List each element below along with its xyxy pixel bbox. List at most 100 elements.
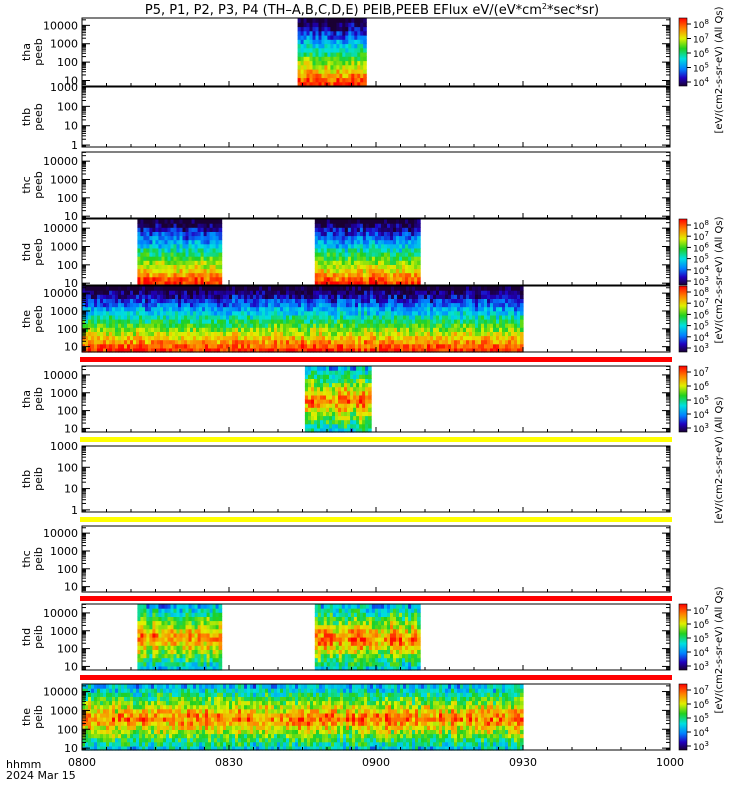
heatmap-cell xyxy=(340,335,344,341)
heatmap-cell xyxy=(362,378,366,384)
heatmap-cell xyxy=(333,30,337,36)
heatmap-cell xyxy=(409,339,413,345)
y-axis-label-product: peib xyxy=(32,387,45,411)
heatmap-cell xyxy=(112,298,116,304)
heatmap-cell xyxy=(396,268,400,274)
heatmap-cell xyxy=(194,219,199,224)
heatmap-cell xyxy=(352,298,356,304)
heatmap-cell xyxy=(408,235,412,241)
heatmap-cell xyxy=(418,302,422,308)
heatmap-cell xyxy=(271,323,275,328)
heatmap-cell xyxy=(130,306,134,312)
heatmap-cell xyxy=(333,26,337,32)
heatmap-cell xyxy=(262,294,266,299)
heatmap-cell xyxy=(454,319,458,324)
heatmap-cell xyxy=(368,423,372,429)
heatmap-cell xyxy=(182,252,187,257)
heatmap-cell xyxy=(148,347,152,353)
heatmap-cell xyxy=(130,331,134,337)
heatmap-cell xyxy=(364,302,368,308)
y-tick-label: 10 xyxy=(64,422,78,435)
heatmap-cell xyxy=(336,60,340,66)
heatmap-cell xyxy=(304,331,308,337)
heatmap-cell xyxy=(304,419,309,425)
heatmap-cell xyxy=(378,247,382,253)
heatmap-cell xyxy=(346,286,350,291)
heatmap-cell xyxy=(402,239,406,245)
heatmap-cell xyxy=(88,294,92,299)
heatmap-cell xyxy=(427,294,431,299)
heatmap-cell xyxy=(359,272,364,278)
heatmap-cell xyxy=(499,314,503,320)
heatmap-cell xyxy=(364,314,368,320)
heatmap-cell xyxy=(100,302,104,308)
heatmap-cell xyxy=(280,310,284,316)
heatmap-cell xyxy=(317,268,322,274)
heatmap-cell xyxy=(352,331,356,337)
heatmap-cell xyxy=(403,343,407,349)
heatmap-cell xyxy=(196,294,200,299)
heatmap-cell xyxy=(136,314,140,320)
heatmap-cell xyxy=(448,314,452,320)
heatmap-cell xyxy=(433,335,437,341)
heatmap-cell xyxy=(418,319,422,324)
heatmap-cell xyxy=(295,323,299,328)
heatmap-cell xyxy=(376,327,380,332)
heatmap-cell xyxy=(472,339,476,345)
heatmap-cell xyxy=(209,272,214,278)
heatmap-cell xyxy=(403,323,407,328)
heatmap-cell xyxy=(271,302,275,308)
heatmap-cell xyxy=(421,339,425,345)
heatmap-cell xyxy=(457,306,461,312)
heatmap-cell xyxy=(517,331,521,337)
heatmap-cell xyxy=(289,302,293,308)
heatmap-cell xyxy=(406,327,410,332)
heatmap-cell xyxy=(229,335,233,341)
heatmap-cell xyxy=(363,35,367,40)
heatmap-cell xyxy=(332,219,337,224)
heatmap-cell xyxy=(277,319,281,324)
heatmap-cell xyxy=(508,290,512,295)
heatmap-cell xyxy=(297,52,302,57)
heatmap-cell xyxy=(329,403,333,408)
heatmap-cell xyxy=(338,268,343,274)
heatmap-cell xyxy=(314,370,318,375)
y-tick-label: 1000 xyxy=(50,174,78,187)
heatmap-cell xyxy=(338,370,342,375)
heatmap-cell xyxy=(344,219,349,224)
heatmap-cell xyxy=(412,323,416,328)
heatmap-cell xyxy=(424,347,428,353)
heatmap-cell xyxy=(112,343,116,349)
heatmap-cell xyxy=(370,286,374,291)
heatmap-cell xyxy=(292,302,296,308)
heatmap-cell xyxy=(385,290,389,295)
heatmap-cell xyxy=(137,256,141,261)
heatmap-cell xyxy=(307,298,311,304)
heatmap-cell xyxy=(181,310,185,316)
colorbar-tick-label: 106 xyxy=(693,241,709,254)
heatmap-cell xyxy=(307,335,311,341)
heatmap-cell xyxy=(127,335,131,341)
heatmap-cell xyxy=(361,343,365,349)
heatmap-cell xyxy=(115,298,119,304)
heatmap-cell xyxy=(371,235,376,241)
heatmap-cell xyxy=(390,223,394,228)
heatmap-cell xyxy=(140,219,144,224)
heatmap-cell xyxy=(304,290,308,295)
heatmap-cell xyxy=(472,286,476,291)
heatmap-cell xyxy=(149,628,153,634)
heatmap-cell xyxy=(164,268,169,274)
heatmap-cell xyxy=(232,294,236,299)
heatmap-cell xyxy=(332,231,337,237)
heatmap-cell xyxy=(344,252,349,257)
heatmap-cell xyxy=(326,411,330,417)
heatmap-cell xyxy=(357,69,361,74)
heatmap-cell xyxy=(314,415,318,421)
heatmap-cell xyxy=(365,256,370,261)
heatmap-cell xyxy=(218,235,223,241)
heatmap-cell xyxy=(433,347,437,353)
heatmap-cell xyxy=(289,314,293,320)
heatmap-cell xyxy=(175,319,179,324)
heatmap-cell xyxy=(332,374,336,379)
heatmap-cell xyxy=(328,319,332,324)
